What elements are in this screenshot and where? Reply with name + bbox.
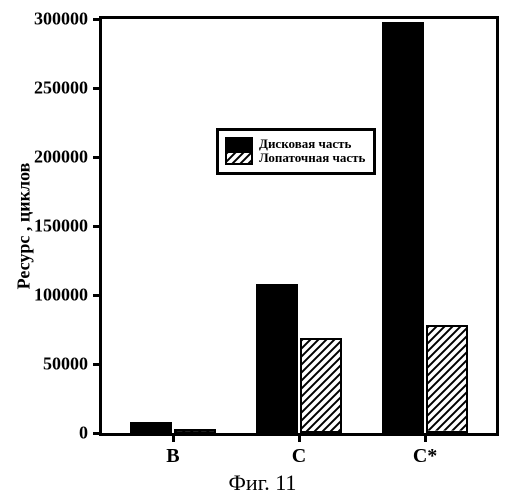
y-tick-label: 300000 [34, 9, 102, 30]
bar [382, 22, 424, 433]
x-tick-label: C* [413, 433, 437, 468]
y-tick-label: 150000 [34, 216, 102, 237]
legend-swatch [225, 151, 253, 165]
legend-label: Дисковая часть [259, 137, 351, 151]
plot-inner: 050000100000150000200000250000300000BCC* [102, 19, 496, 433]
y-tick-label: 50000 [43, 354, 102, 375]
legend-label: Лопаточная часть [259, 151, 365, 165]
bar [174, 429, 216, 433]
y-tick-label: 200000 [34, 147, 102, 168]
figure-caption: Фиг. 11 [229, 470, 297, 496]
bar [256, 284, 298, 433]
legend: Дисковая частьЛопаточная часть [216, 128, 376, 175]
legend-item: Лопаточная часть [225, 151, 365, 165]
y-tick-label: 100000 [34, 285, 102, 306]
bar [426, 325, 468, 433]
legend-swatch [225, 137, 253, 151]
figure-container: 050000100000150000200000250000300000BCC*… [0, 0, 525, 500]
x-tick-label: C [292, 433, 306, 468]
legend-item: Дисковая часть [225, 137, 365, 151]
y-axis-label: Ресурс , циклов [14, 163, 35, 290]
x-tick-label: B [166, 433, 179, 468]
y-tick-label: 250000 [34, 78, 102, 99]
bar [300, 338, 342, 433]
plot-area: 050000100000150000200000250000300000BCC* [99, 16, 499, 436]
bar [130, 422, 172, 433]
y-tick-label: 0 [79, 423, 102, 444]
